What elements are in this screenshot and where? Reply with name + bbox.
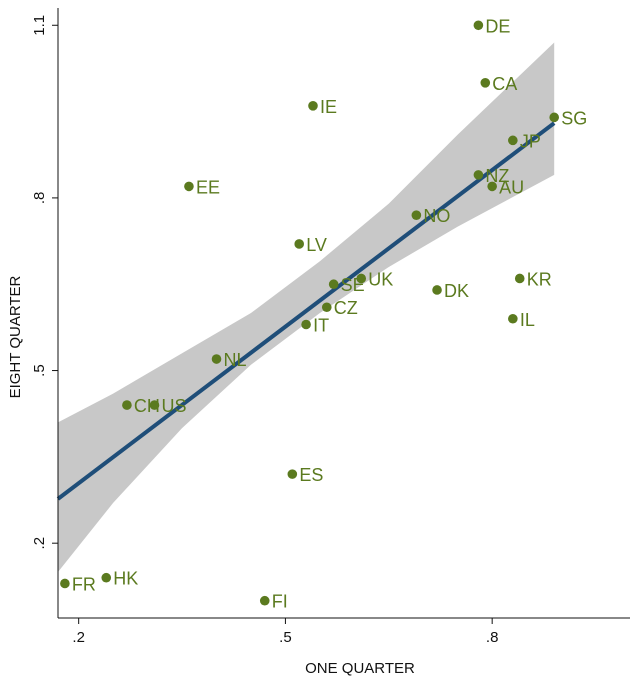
data-point-no: NO <box>411 206 450 226</box>
fit-line-layer <box>56 121 556 501</box>
point-marker <box>149 400 160 410</box>
point-label: FR <box>72 574 96 594</box>
point-label: UK <box>368 269 393 289</box>
confidence-band-layer <box>58 42 555 572</box>
confidence-band <box>58 42 555 572</box>
data-point-jp: JP <box>508 131 541 151</box>
y-axis-title: EIGHT QUARTER <box>7 275 24 398</box>
data-point-uk: UK <box>356 269 393 289</box>
point-marker <box>411 210 422 220</box>
data-point-es: ES <box>287 465 323 485</box>
point-label: DK <box>444 281 469 301</box>
x-tick-label: .5 <box>279 629 292 646</box>
point-marker <box>294 239 305 249</box>
point-marker <box>308 101 318 111</box>
point-marker <box>514 273 525 284</box>
data-point-dk: DK <box>432 281 469 301</box>
point-marker <box>549 112 559 123</box>
data-point-il: IL <box>508 310 535 330</box>
point-label: NL <box>224 350 247 370</box>
data-point-it: IT <box>301 316 329 336</box>
x-axis-title: ONE QUARTER <box>305 660 415 677</box>
data-point-kr: KR <box>514 269 552 289</box>
point-label: DE <box>485 16 510 36</box>
point-label: CA <box>492 74 517 94</box>
point-label: SG <box>561 108 587 128</box>
point-label: NO <box>423 206 450 226</box>
point-marker <box>287 469 298 479</box>
x-tick-label: .2 <box>72 629 85 646</box>
point-marker <box>101 572 112 583</box>
point-marker <box>356 273 367 284</box>
point-marker <box>480 78 491 88</box>
point-marker <box>259 595 270 606</box>
point-label: CZ <box>334 298 358 318</box>
point-marker <box>321 302 332 313</box>
point-label: HK <box>113 569 138 589</box>
data-point-de: DE <box>473 16 510 36</box>
y-axis-ticks: .2 .5 .8 1.1 <box>31 15 58 550</box>
data-point-ee: EE <box>184 177 220 197</box>
y-tick-label: .5 <box>31 364 48 377</box>
point-marker <box>122 400 132 410</box>
point-marker <box>473 170 484 180</box>
point-label: FI <box>272 592 288 612</box>
fit-line <box>56 121 556 501</box>
y-tick-label: 1.1 <box>31 15 48 36</box>
data-point-fr: FR <box>60 574 96 594</box>
data-point-cz: CZ <box>321 298 358 318</box>
y-tick-label: .8 <box>31 192 48 205</box>
point-marker <box>328 279 339 290</box>
axes: .2 .5 .8 .2 .5 .8 1.1 <box>31 8 630 646</box>
point-marker <box>508 313 518 324</box>
point-marker <box>301 319 311 330</box>
point-marker <box>432 285 442 295</box>
data-point-fi: FI <box>259 592 288 612</box>
point-label: IT <box>313 316 329 336</box>
point-marker <box>487 181 497 192</box>
point-label: IL <box>520 310 535 330</box>
data-point-hk: HK <box>101 569 138 589</box>
point-label: LV <box>306 235 327 255</box>
data-point-us: US <box>149 396 186 416</box>
point-marker <box>60 578 70 589</box>
y-tick-label: .2 <box>31 537 48 550</box>
data-point-nl: NL <box>211 350 247 370</box>
data-point-ca: CA <box>480 74 517 94</box>
point-marker <box>473 20 484 31</box>
point-label: EE <box>196 177 220 197</box>
data-point-lv: LV <box>294 235 327 255</box>
data-point-ie: IE <box>308 97 337 117</box>
point-label: IE <box>320 97 337 117</box>
data-point-au: AU <box>487 177 524 197</box>
point-marker <box>508 135 518 146</box>
data-point-nz: NZ <box>473 166 509 186</box>
point-label: AU <box>499 177 524 197</box>
point-label: US <box>161 396 186 416</box>
x-axis-ticks: .2 .5 .8 <box>72 618 498 646</box>
point-label: JP <box>520 131 541 151</box>
point-label: KR <box>527 269 552 289</box>
data-point-sg: SG <box>549 108 587 128</box>
point-label: ES <box>299 465 323 485</box>
x-tick-label: .8 <box>486 629 499 646</box>
point-label: NZ <box>485 166 509 186</box>
point-marker <box>211 354 222 364</box>
point-marker <box>184 181 194 192</box>
